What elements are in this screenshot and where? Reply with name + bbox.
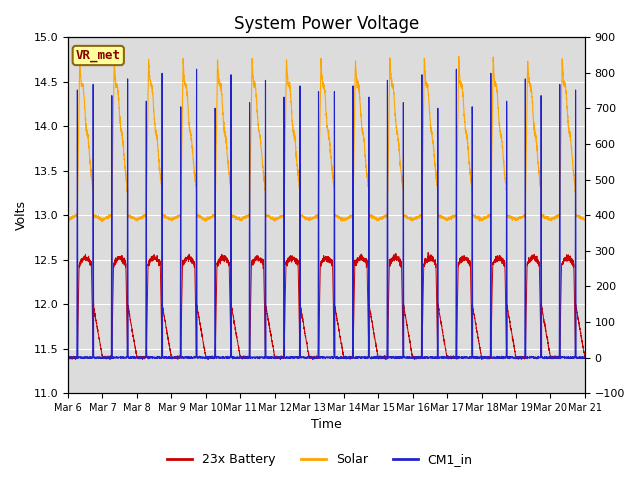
- Solar: [413, 215, 421, 221]
- CM1_in: [307, 354, 315, 360]
- CM1_in: [581, 355, 589, 361]
- Solar: [64, 216, 72, 222]
- CM1_in: [413, 355, 421, 360]
- CM1_in: [442, 355, 450, 361]
- CM1_in: [309, 356, 317, 362]
- 23x Battery: [307, 355, 315, 360]
- Solar: [157, 179, 165, 184]
- Title: System Power Voltage: System Power Voltage: [234, 15, 419, 33]
- X-axis label: Time: Time: [311, 419, 342, 432]
- 23x Battery: [424, 250, 432, 255]
- Solar: [455, 53, 463, 59]
- Legend: 23x Battery, Solar, CM1_in: 23x Battery, Solar, CM1_in: [163, 448, 477, 471]
- 23x Battery: [413, 354, 421, 360]
- Solar: [307, 216, 315, 221]
- CM1_in: [472, 355, 479, 361]
- CM1_in: [193, 66, 200, 72]
- Line: CM1_in: CM1_in: [68, 69, 585, 359]
- CM1_in: [157, 354, 164, 360]
- Solar: [580, 216, 588, 222]
- Solar: [442, 216, 450, 222]
- Line: Solar: Solar: [68, 56, 585, 222]
- Solar: [472, 215, 479, 221]
- CM1_in: [64, 355, 72, 361]
- 23x Battery: [157, 298, 165, 303]
- 23x Battery: [580, 353, 588, 359]
- Y-axis label: Volts: Volts: [15, 200, 28, 230]
- 23x Battery: [442, 350, 450, 356]
- 23x Battery: [139, 357, 147, 362]
- 23x Battery: [64, 354, 72, 360]
- 23x Battery: [581, 353, 589, 359]
- CM1_in: [580, 355, 588, 361]
- Text: VR_met: VR_met: [76, 49, 121, 62]
- Solar: [98, 219, 106, 225]
- Line: 23x Battery: 23x Battery: [68, 252, 585, 360]
- Solar: [581, 216, 589, 222]
- 23x Battery: [472, 319, 479, 325]
